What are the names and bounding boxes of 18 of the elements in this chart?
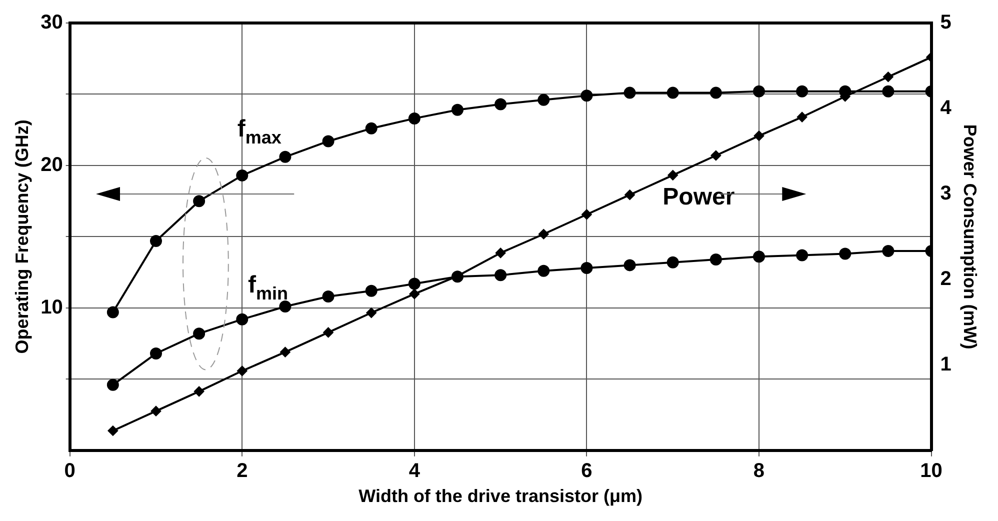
x-tick-label: 4	[408, 460, 421, 482]
y2-tick-label: 3	[940, 182, 952, 204]
y2-axis-title: Power Consumption (mW)	[960, 124, 980, 350]
x-tick-label: 10	[920, 460, 942, 482]
x-axis-title: Width of the drive transistor (μm)	[358, 486, 642, 506]
y-tick-label: 20	[40, 154, 63, 176]
y-tick-label: 10	[40, 296, 63, 318]
x-tick-label: 8	[753, 460, 765, 482]
x-tick-label: 2	[236, 460, 248, 482]
y2-tick-label: 1	[940, 353, 952, 376]
annotation: Power	[662, 184, 735, 211]
y2-tick-label: 4	[940, 96, 952, 119]
x-tick-label: 6	[581, 460, 592, 482]
y-tick-label: 30	[40, 12, 63, 34]
x-tick-label: 0	[64, 460, 76, 482]
y-axis-title: Operating Frequency (GHz)	[12, 120, 32, 354]
y2-tick-label: 2	[940, 268, 952, 290]
y2-tick-label: 5	[940, 12, 952, 34]
